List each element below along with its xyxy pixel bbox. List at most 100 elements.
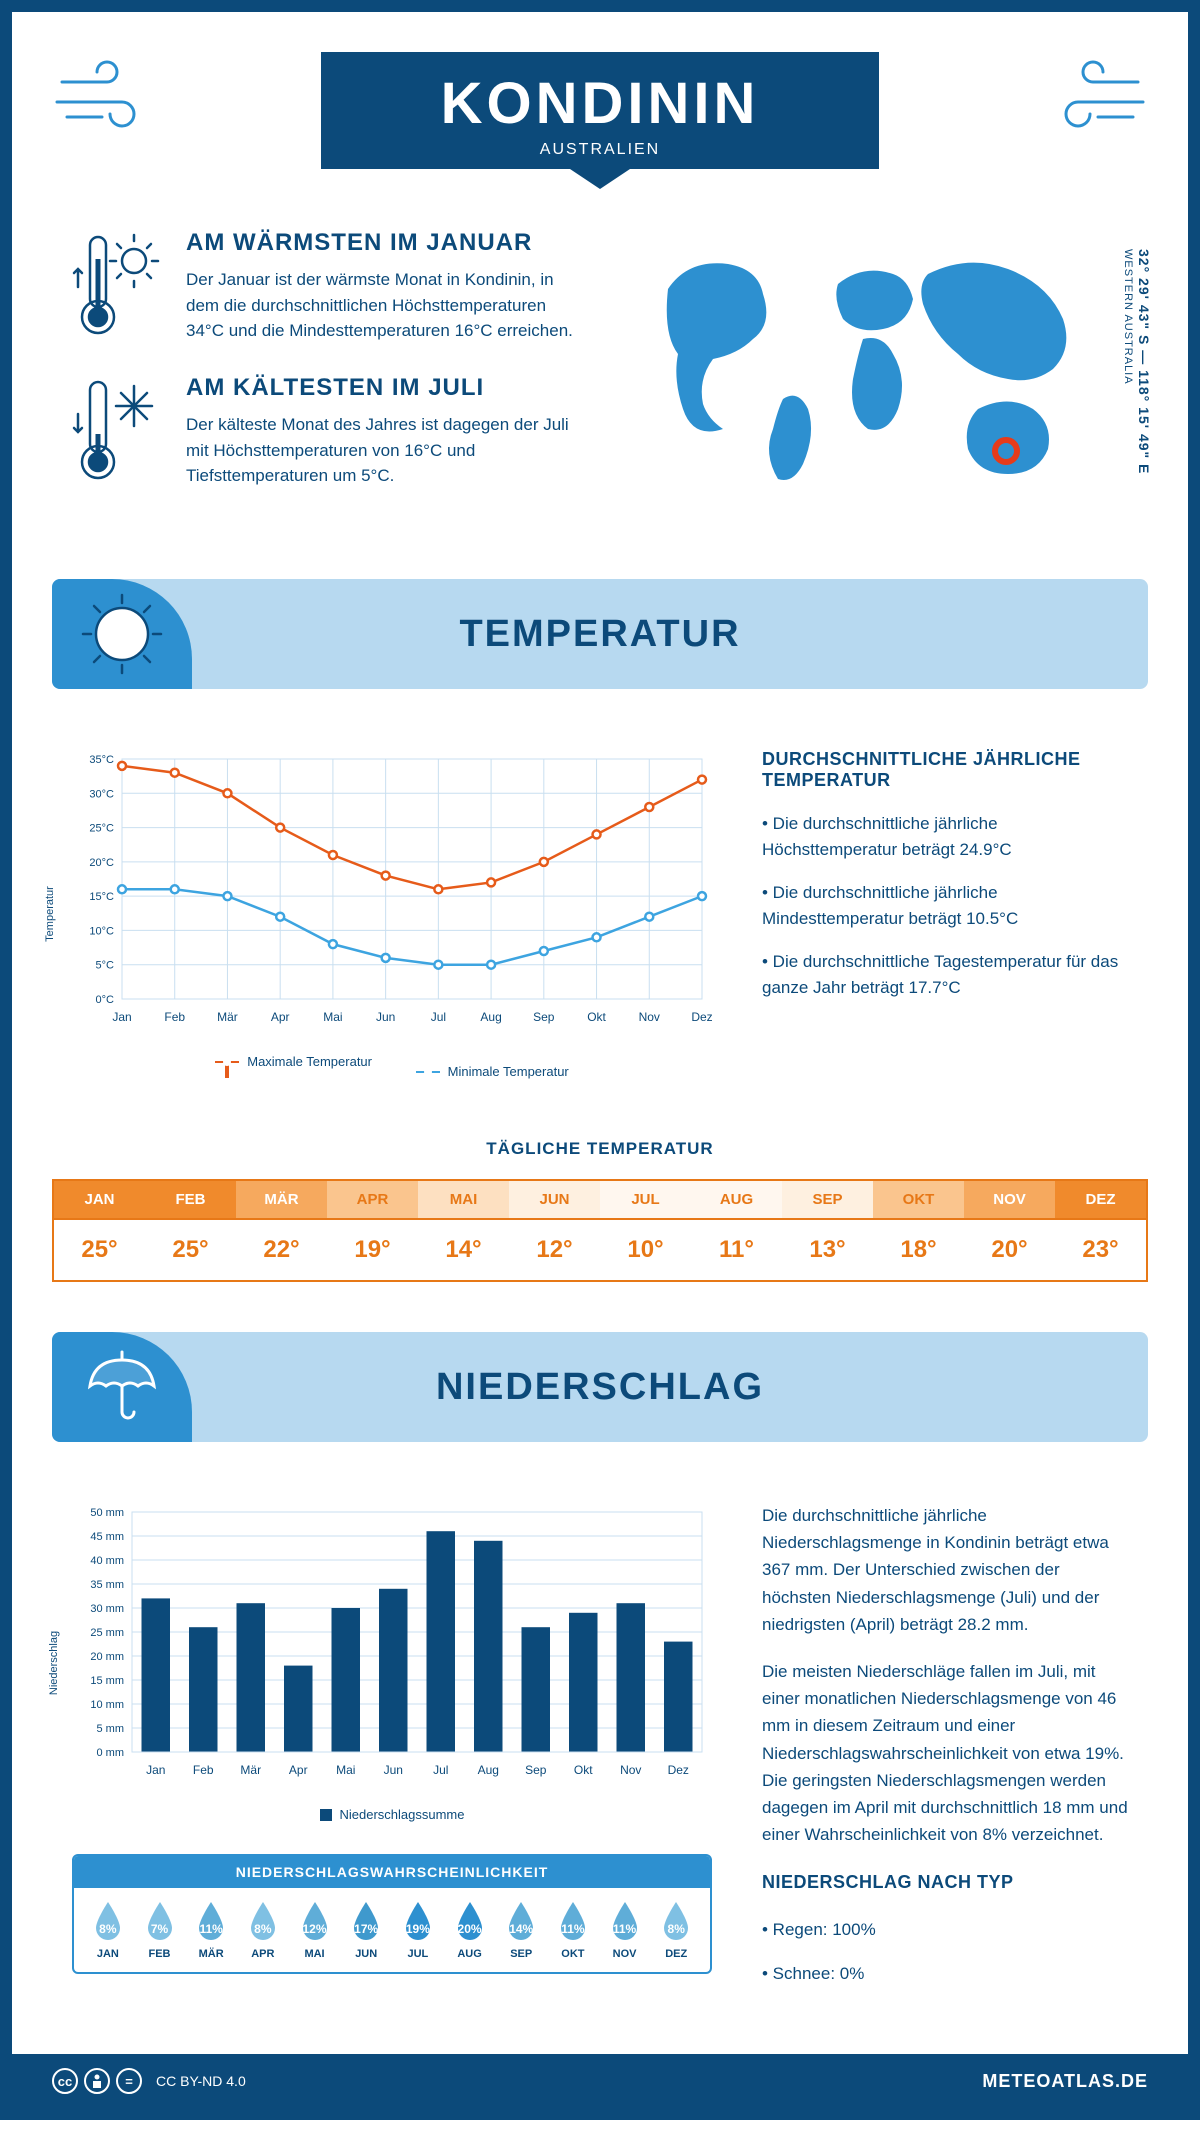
svg-text:5°C: 5°C [96,960,115,972]
svg-text:Apr: Apr [289,1763,308,1777]
svg-text:20 mm: 20 mm [90,1651,124,1663]
svg-text:30 mm: 30 mm [90,1603,124,1615]
wind-icon [52,57,162,142]
daily-temp-cell: NOV 20° [964,1181,1055,1280]
svg-text:15 mm: 15 mm [90,1675,124,1687]
precip-prob-cell: 12% MAI [289,1900,341,1960]
precip-type-bullet: • Schnee: 0% [762,1961,1128,1987]
svg-text:35°C: 35°C [89,754,114,766]
daily-temp-cell: MÄR 22° [236,1181,327,1280]
header-banner: KONDININ AUSTRALIEN [321,52,880,169]
temp-bullet: • Die durchschnittliche jährliche Höchst… [762,811,1128,862]
daily-temp-strip: JAN 25° FEB 25° MÄR 22° APR 19° MAI 14° … [52,1179,1148,1282]
svg-text:Dez: Dez [691,1010,712,1024]
warmest-heading: AM WÄRMSTEN IM JANUAR [186,229,588,257]
precip-prob-cell: 19% JUL [392,1900,444,1960]
y-axis-label: Temperatur [44,886,56,942]
temp-bullet: • Die durchschnittliche jährliche Mindes… [762,880,1128,931]
temp-bullet: • Die durchschnittliche Tagestemperatur … [762,949,1128,1000]
svg-text:Jun: Jun [376,1010,395,1024]
y-axis-label: Niederschlag [48,1631,60,1695]
svg-text:Jan: Jan [112,1010,131,1024]
svg-text:Nov: Nov [620,1763,641,1777]
svg-text:0 mm: 0 mm [97,1747,125,1759]
svg-text:Jan: Jan [146,1763,165,1777]
svg-text:25°C: 25°C [89,823,114,835]
world-map-icon [628,229,1128,509]
precip-prob-cell: 8% JAN [82,1900,134,1960]
svg-text:10 mm: 10 mm [90,1699,124,1711]
temperature-chart: 0°C5°C10°C15°C20°C25°C30°C35°CJanFebMärA… [72,749,712,1079]
precip-prob-cell: 11% MÄR [185,1900,237,1960]
precip-probability-box: NIEDERSCHLAGSWAHRSCHEINLICHKEIT 8% JAN 7… [72,1854,712,1974]
world-map-box: 32° 29' 43" S — 118° 15' 49" E WESTERN A… [628,229,1128,519]
footer: cc = CC BY-ND 4.0 METEOATLAS.DE [12,2054,1188,2108]
location-country: AUSTRALIEN [441,141,760,159]
wind-icon [1038,57,1148,142]
chart-legend: Maximale Temperatur Minimale Temperatur [72,1054,712,1079]
intro-row: AM WÄRMSTEN IM JANUAR Der Januar ist der… [12,229,1188,559]
svg-text:Mär: Mär [217,1010,238,1024]
svg-text:Feb: Feb [193,1763,214,1777]
site-name: METEOATLAS.DE [982,2071,1148,2092]
daily-temp-cell: APR 19° [327,1181,418,1280]
svg-text:Aug: Aug [478,1763,499,1777]
chart-legend: Niederschlagssumme [72,1807,712,1824]
sun-icon [52,579,192,689]
precip-prob-cell: 20% AUG [444,1900,496,1960]
svg-text:Sep: Sep [533,1010,555,1024]
svg-text:40 mm: 40 mm [90,1555,124,1567]
svg-text:15°C: 15°C [89,891,114,903]
header: KONDININ AUSTRALIEN [12,12,1188,229]
svg-text:Okt: Okt [574,1763,593,1777]
warmest-text: Der Januar ist der wärmste Monat in Kond… [186,267,588,344]
license-text: CC BY-ND 4.0 [156,2073,246,2089]
cc-license-icons: cc = [52,2068,142,2094]
svg-text:Mai: Mai [323,1010,342,1024]
nd-icon: = [116,2068,142,2094]
svg-text:Jul: Jul [431,1010,446,1024]
daily-temp-cell: AUG 11° [691,1181,782,1280]
svg-text:Mai: Mai [336,1763,355,1777]
daily-temp-heading: TÄGLICHE TEMPERATUR [12,1139,1188,1159]
daily-temp-cell: DEZ 23° [1055,1181,1146,1280]
precip-paragraph: Die meisten Niederschläge fallen im Juli… [762,1658,1128,1848]
svg-text:Jul: Jul [433,1763,448,1777]
umbrella-icon [52,1332,192,1442]
daily-temp-cell: OKT 18° [873,1181,964,1280]
thermometer-hot-icon [72,229,162,344]
precip-prob-cell: 11% OKT [547,1900,599,1960]
svg-text:0°C: 0°C [96,994,115,1006]
precip-type-bullet: • Regen: 100% [762,1917,1128,1943]
daily-temp-cell: FEB 25° [145,1181,236,1280]
svg-text:25 mm: 25 mm [90,1627,124,1639]
page: KONDININ AUSTRALIEN AM WÄRMSTEN IM JANUA… [0,0,1200,2120]
coldest-heading: AM KÄLTESTEN IM JULI [186,374,588,402]
precip-prob-cell: 14% SEP [495,1900,547,1960]
precip-prob-cell: 8% DEZ [650,1900,702,1960]
coordinates: 32° 29' 43" S — 118° 15' 49" E WESTERN A… [1120,249,1152,474]
svg-text:Jun: Jun [384,1763,403,1777]
daily-temp-cell: SEP 13° [782,1181,873,1280]
svg-text:Aug: Aug [480,1010,501,1024]
section-title: NIEDERSCHLAG [192,1366,1148,1409]
warmest-block: AM WÄRMSTEN IM JANUAR Der Januar ist der… [72,229,588,344]
precipitation-chart: 0 mm5 mm10 mm15 mm20 mm25 mm30 mm35 mm40… [72,1502,712,1824]
svg-text:Dez: Dez [668,1763,689,1777]
svg-text:Nov: Nov [639,1010,660,1024]
svg-text:50 mm: 50 mm [90,1507,124,1519]
svg-text:Sep: Sep [525,1763,547,1777]
svg-text:45 mm: 45 mm [90,1531,124,1543]
daily-temp-cell: JUL 10° [600,1181,691,1280]
thermometer-cold-icon [72,374,162,489]
daily-temp-cell: MAI 14° [418,1181,509,1280]
daily-temp-cell: JAN 25° [54,1181,145,1280]
precip-prob-cell: 7% FEB [134,1900,186,1960]
precip-prob-cell: 11% NOV [599,1900,651,1960]
cc-icon: cc [52,2068,78,2094]
coldest-text: Der kälteste Monat des Jahres ist dagege… [186,412,588,489]
svg-text:Apr: Apr [271,1010,290,1024]
coldest-block: AM KÄLTESTEN IM JULI Der kälteste Monat … [72,374,588,489]
svg-text:Feb: Feb [164,1010,185,1024]
svg-text:Okt: Okt [587,1010,606,1024]
